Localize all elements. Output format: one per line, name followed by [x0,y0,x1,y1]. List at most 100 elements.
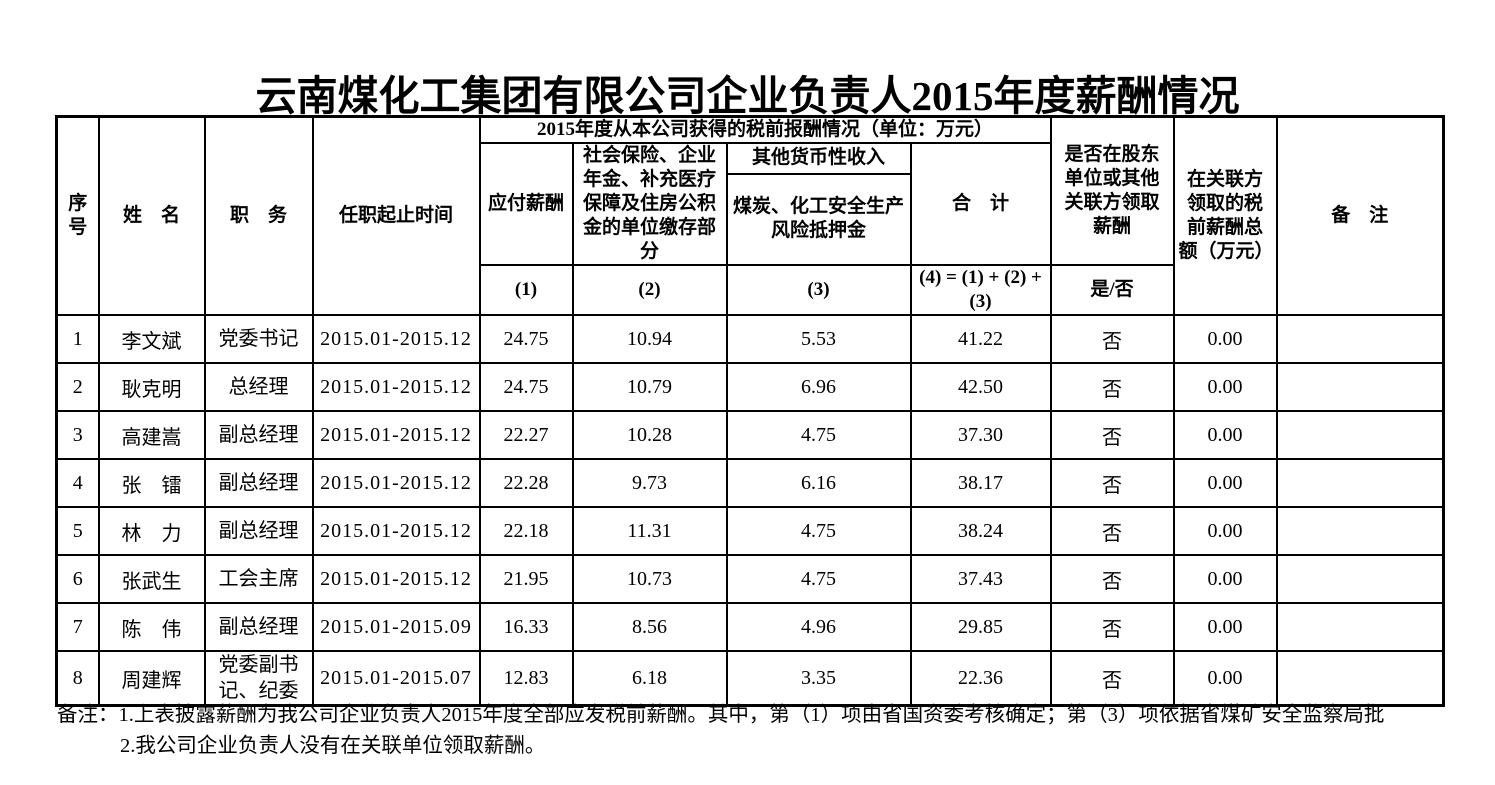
cell-related: 否 [1049,506,1175,556]
header-pretax-group: 2015年度从本公司获得的税前报酬情况（单位：万元） [478,115,1052,144]
cell-serial: 8 [55,650,100,707]
compensation-table: 序号 姓 名 职 务 任职起止时间 2015年度从本公司获得的税前报酬情况（单位… [55,115,1446,707]
cell-serial: 6 [55,554,100,604]
cell-total: 38.24 [909,506,1052,556]
cell-related-amount: 0.00 [1172,602,1278,652]
cell-related: 否 [1049,458,1175,508]
cell-related-amount: 0.00 [1172,650,1278,707]
cell-payable: 22.18 [478,506,574,556]
cell-serial: 4 [55,458,100,508]
cell-serial: 1 [55,314,100,364]
cell-serial: 2 [55,362,100,412]
cell-related-amount: 0.00 [1172,314,1278,364]
cell-tenure: 2015.01-2015.12 [311,554,481,604]
header-row-sub1: 应付薪酬 社会保险、企业年金、补充医疗保障及住房公积金的单位缴存部分 其他货币性… [57,142,1444,266]
cell-other: 4.75 [725,410,912,460]
cell-payable: 24.75 [478,314,574,364]
cell-other: 4.75 [725,506,912,556]
cell-payable: 24.75 [478,362,574,412]
cell-social: 11.31 [571,506,728,556]
cell-related: 否 [1049,650,1175,707]
header-payable: 应付薪酬 [478,142,574,266]
cell-related: 否 [1049,314,1175,364]
cell-other: 6.96 [725,362,912,412]
cell-social: 10.73 [571,554,728,604]
table-row: 1 李文斌 党委书记 2015.01-2015.12 24.75 10.94 5… [55,314,1445,364]
cell-related: 否 [1049,362,1175,412]
cell-position: 总经理 [203,362,314,412]
header-index-4-formula: (4) = (1) + (2) + (3) [909,264,1052,316]
cell-serial: 3 [55,410,100,460]
header-other-income: 其他货币性收入 [725,142,912,175]
cell-related-amount: 0.00 [1172,506,1278,556]
cell-tenure: 2015.01-2015.12 [311,410,481,460]
table-row: 3 高建嵩 副总经理 2015.01-2015.12 22.27 10.28 4… [55,410,1445,460]
cell-name: 李文斌 [97,314,206,364]
header-remark: 备 注 [1275,115,1445,316]
header-social-insurance: 社会保险、企业年金、补充医疗保障及住房公积金的单位缴存部分 [571,142,728,266]
table-row: 2 耿克明 总经理 2015.01-2015.12 24.75 10.79 6.… [55,362,1445,412]
cell-social: 10.79 [571,362,728,412]
cell-name: 耿克明 [97,362,206,412]
header-row-sub2: 煤炭、化工安全生产风险抵押金 [57,172,1444,266]
cell-other: 6.16 [725,458,912,508]
header-name: 姓 名 [97,115,206,316]
cell-remark [1275,506,1445,556]
cell-position: 副总经理 [203,506,314,556]
cell-total: 29.85 [909,602,1052,652]
cell-payable: 16.33 [478,602,574,652]
cell-social: 10.94 [571,314,728,364]
cell-total: 37.30 [909,410,1052,460]
cell-tenure: 2015.01-2015.12 [311,362,481,412]
header-serial: 序号 [55,115,100,316]
cell-name: 张武生 [97,554,206,604]
cell-other: 4.75 [725,554,912,604]
cell-remark [1275,650,1445,707]
cell-remark [1275,458,1445,508]
cell-social: 10.28 [571,410,728,460]
header-other-income-sub: 煤炭、化工安全生产风险抵押金 [725,172,912,266]
cell-other: 5.53 [725,314,912,364]
cell-total: 22.36 [909,650,1052,707]
table-row: 8 周建辉 党委副书记、纪委 2015.01-2015.07 12.83 6.1… [55,650,1445,707]
cell-serial: 5 [55,506,100,556]
header-total: 合 计 [909,142,1052,266]
header-index-3: (3) [725,264,912,316]
table-row: 5 林 力 副总经理 2015.01-2015.12 22.18 11.31 4… [55,506,1445,556]
cell-related-amount: 0.00 [1172,554,1278,604]
note-line-1: 备注：1.上表披露薪酬为我公司企业负责人2015年度全部应发税前薪酬。其中，第（… [57,704,1385,726]
cell-related: 否 [1049,602,1175,652]
cell-social: 6.18 [571,650,728,707]
cell-payable: 21.95 [478,554,574,604]
header-position: 职 务 [203,115,314,316]
cell-remark [1275,554,1445,604]
cell-total: 38.17 [909,458,1052,508]
header-index-2: (2) [571,264,728,316]
cell-name: 张 镭 [97,458,206,508]
page-title: 云南煤化工集团有限公司企业负责人2015年度薪酬情况 [255,73,1240,119]
cell-position: 党委副书记、纪委 [203,650,314,707]
header-index-1: (1) [478,264,574,316]
cell-total: 37.43 [909,554,1052,604]
cell-serial: 7 [55,602,100,652]
cell-name: 高建嵩 [97,410,206,460]
table-row: 7 陈 伟 副总经理 2015.01-2015.09 16.33 8.56 4.… [55,602,1445,652]
header-row-index: (1) (2) (3) (4) = (1) + (2) + (3) 是/否 [57,264,1444,316]
cell-related-amount: 0.00 [1172,410,1278,460]
cell-name: 林 力 [97,506,206,556]
cell-payable: 22.27 [478,410,574,460]
cell-position: 副总经理 [203,602,314,652]
cell-position: 党委书记 [203,314,314,364]
cell-related: 否 [1049,554,1175,604]
header-tenure: 任职起止时间 [311,115,481,316]
header-row-group: 序号 姓 名 职 务 任职起止时间 2015年度从本公司获得的税前报酬情况（单位… [55,115,1445,316]
cell-social: 9.73 [571,458,728,508]
cell-remark [1275,602,1445,652]
cell-remark [1275,410,1445,460]
cell-position: 副总经理 [203,410,314,460]
table-row: 6 张武生 工会主席 2015.01-2015.12 21.95 10.73 4… [55,554,1445,604]
cell-related-amount: 0.00 [1172,362,1278,412]
note-line-2: 2.我公司企业负责人没有在关联单位领取薪酬。 [120,735,546,757]
cell-remark [1275,362,1445,412]
cell-related-amount: 0.00 [1172,458,1278,508]
